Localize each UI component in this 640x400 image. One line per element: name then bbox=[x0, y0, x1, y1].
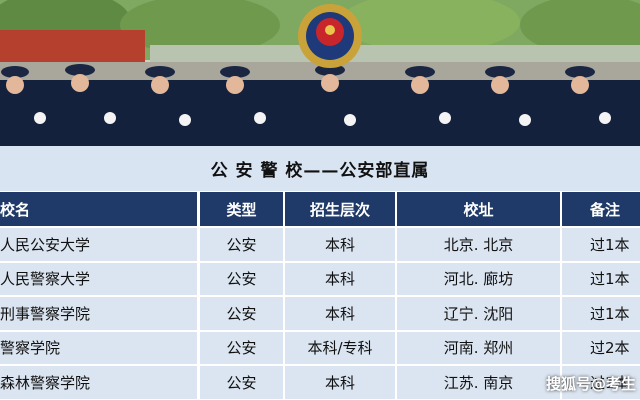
table-cell: 警察学院 bbox=[0, 331, 197, 364]
table-row: 人民公安大学 公安 本科 北京. 北京 过1本 bbox=[0, 228, 640, 261]
table-cell: 辽宁. 沈阳 bbox=[397, 297, 560, 330]
table-cell: 公安 bbox=[200, 228, 283, 261]
table-cell: 公安 bbox=[200, 297, 283, 330]
table-cell: 过1本 bbox=[562, 228, 640, 261]
table-cell: 人民公安大学 bbox=[0, 228, 197, 261]
table-row: 刑事警察学院 公安 本科 辽宁. 沈阳 过1本 bbox=[0, 297, 640, 330]
table-cell: 过2本 bbox=[562, 331, 640, 364]
table-cell: 本科/专科 bbox=[285, 331, 395, 364]
table-cell: 河北. 廊坊 bbox=[397, 262, 560, 295]
banner-title: 公 安 警 校——公安部直属 bbox=[0, 146, 640, 191]
table-cell: 北京. 北京 bbox=[397, 228, 560, 261]
table-cell: 过1本 bbox=[562, 262, 640, 295]
header-row: 校名 类型 招生层次 校址 备注 bbox=[0, 192, 640, 226]
table-cell: 本科 bbox=[285, 297, 395, 330]
table-cell: 公安 bbox=[200, 331, 283, 364]
table-cell: 公安 bbox=[200, 366, 283, 399]
header-cell: 备注 bbox=[562, 192, 640, 226]
table: 校名 类型 招生层次 校址 备注 人民公安大学 公安 本科 北京. 北京 过1本 人民警察大学 公安本… bbox=[0, 192, 640, 400]
table-cell: 河南. 郑州 bbox=[397, 331, 560, 364]
table-row: 人民警察大学 公安 本科 河北. 廊坊 过1本 bbox=[0, 262, 640, 295]
table-cell: 人民警察大学 bbox=[0, 262, 197, 295]
table-row: 警察学院 公安 本科/专科 河南. 郑州 过2本 bbox=[0, 331, 640, 364]
table-cell: 森林警察学院 bbox=[0, 366, 197, 399]
header-cell: 校名 bbox=[0, 192, 197, 226]
table-row: 森林警察学院 公安 本科 江苏. 南京 过1本 bbox=[0, 366, 640, 399]
table-cell: 本科 bbox=[285, 228, 395, 261]
table-cell: 过1本 bbox=[562, 297, 640, 330]
header-cell: 招生层次 bbox=[285, 192, 395, 226]
photo bbox=[0, 0, 640, 146]
table-cell: 本科 bbox=[285, 262, 395, 295]
header-cell: 类型 bbox=[200, 192, 283, 226]
table-cell: 公安 bbox=[200, 262, 283, 295]
watermark: 搜狐号@考生 bbox=[545, 375, 636, 393]
table-cell: 本科 bbox=[285, 366, 395, 399]
table-cell: 江苏. 南京 bbox=[397, 366, 560, 399]
table-cell: 过1本 bbox=[562, 366, 640, 399]
header-cell: 校址 bbox=[397, 192, 560, 226]
table-cell: 刑事警察学院 bbox=[0, 297, 197, 330]
